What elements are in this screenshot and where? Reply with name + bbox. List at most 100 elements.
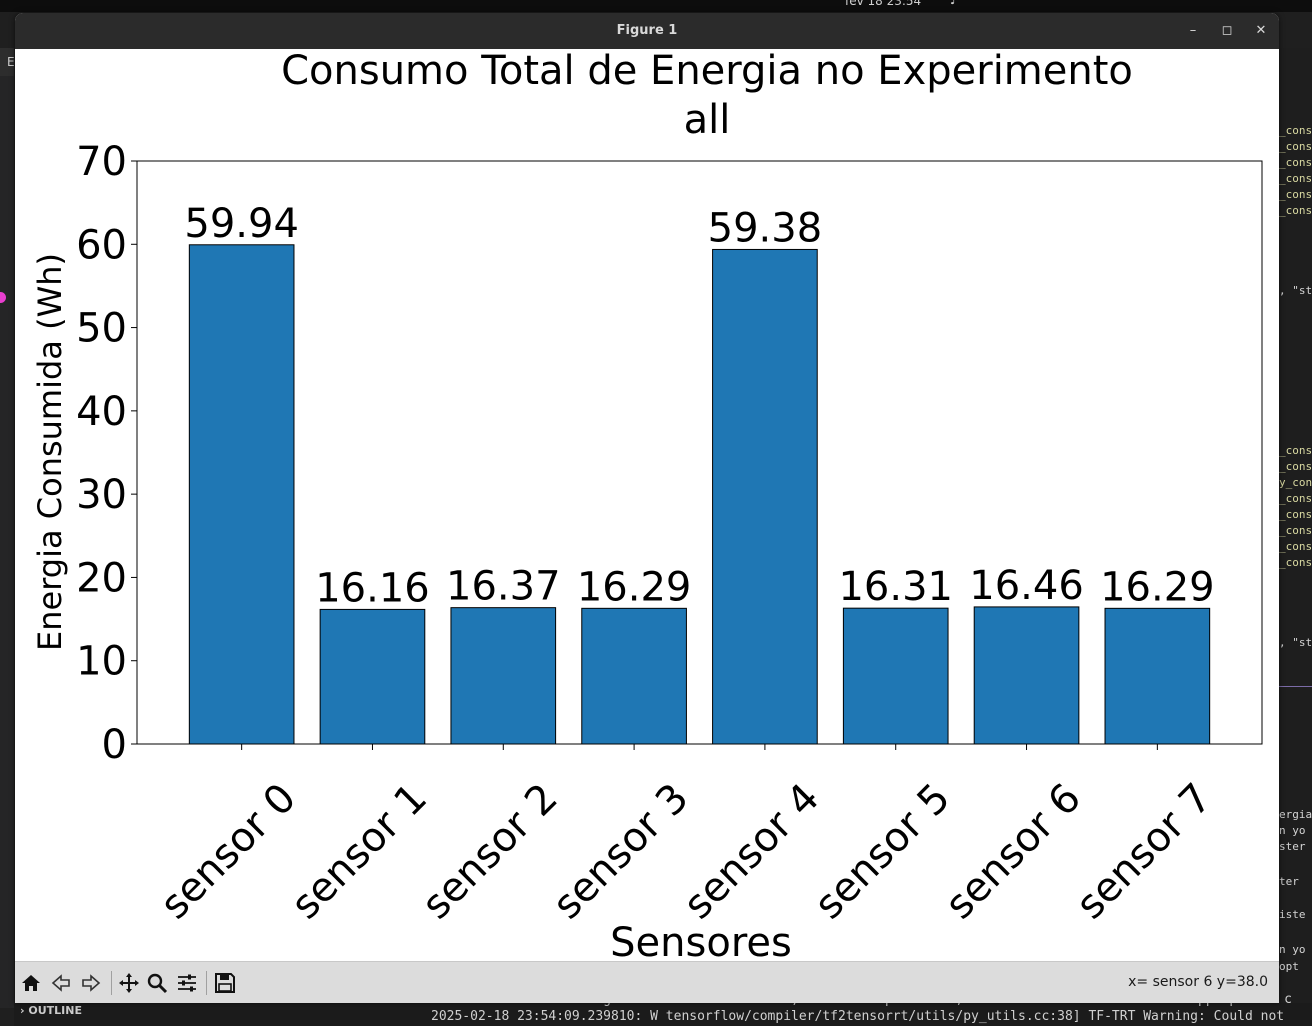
code-fragment: _cons [1279,556,1312,569]
y-tick-label: 20 [76,555,127,601]
code-fragment: y_con [1279,476,1312,489]
x-tick-label: sensor 1 [283,775,436,928]
window-titlebar[interactable]: Figure 1 – ◻ ✕ [15,13,1279,49]
navigation-toolbar: x= sensor 6 y=38.0 [15,961,1279,1003]
home-icon [22,975,40,991]
code-fragment: ter [1279,875,1299,888]
x-tick-label: sensor 5 [806,775,959,928]
code-fragment: _cons [1279,204,1312,217]
configure-subplots-icon [178,974,196,992]
minimize-button[interactable]: – [1189,23,1197,38]
bar-value-label: 16.16 [315,565,430,611]
maximize-button[interactable]: ◻ [1221,23,1233,38]
x-tick-label: sensor 4 [675,775,828,928]
close-button[interactable]: ✕ [1255,23,1267,38]
editor-bottom-panel [14,1003,1312,1026]
bar-value-label: 16.29 [1100,564,1215,610]
code-fragment: iste [1279,908,1306,921]
bar-value-label: 59.38 [708,205,823,251]
code-fragment: ster [1279,840,1306,853]
y-tick-label: 70 [76,139,127,185]
code-fragment: _cons [1279,172,1312,185]
system-top-bar: fev 18 23:54 ♪ [0,0,1312,12]
bar-value-label: 16.29 [577,564,692,610]
editor-code-area[interactable] [1279,48,1312,1008]
y-axis-label: Energia Consumida (Wh) [31,253,69,651]
editor-activity-strip [0,48,14,1008]
bar-chart: Consumo Total de Energia no Experimentoa… [31,48,1263,966]
forward-button[interactable] [79,971,103,995]
bar-value-label: 59.94 [184,201,299,247]
code-fragment: _cons [1279,444,1312,457]
zoom-icon [147,973,168,994]
zoom-button[interactable] [145,971,169,995]
back-button[interactable] [49,971,73,995]
toolbar-separator [206,971,207,995]
code-fragment: _cons [1279,156,1312,169]
y-tick-label: 30 [76,472,127,518]
bar [842,607,949,745]
window-title: Figure 1 [616,23,678,38]
bar-value-label: 16.37 [446,564,561,610]
pan-icon [119,973,139,993]
code-fragment: _consu [1279,508,1312,521]
outline-section-header[interactable]: › OUTLINE [20,1004,82,1017]
terminal-line: 2025-02-18 23:54:09.239810: W tensorflow… [431,1009,1285,1024]
code-fragment: , "st [1279,284,1312,297]
x-axis-label: Sensores [610,920,792,961]
code-fragment: _consu [1279,460,1312,473]
figure-window: Figure 1 – ◻ ✕ Consumo Total de Energia … [15,13,1279,1003]
notification-bell-icon[interactable]: ♪ [950,0,958,7]
x-tick-label: sensor 6 [937,775,1090,928]
code-fragment: _cons [1279,492,1312,505]
code-fragment: ergia [1279,808,1312,821]
cursor-coordinates: x= sensor 6 y=38.0 [1128,974,1268,990]
code-fragment: , "st [1279,636,1312,649]
editor-tab-letter[interactable]: E [7,55,15,69]
home-button[interactable] [19,971,43,995]
system-clock[interactable]: fev 18 23:54 [845,0,922,8]
save-button[interactable] [213,971,237,995]
chart-title: all [684,97,731,143]
axes-frame [136,160,1263,745]
configure-subplots-button[interactable] [175,971,199,995]
y-tick-label: 60 [76,222,127,268]
chart-title: Consumo Total de Energia no Experimento [281,49,1133,94]
figure-canvas[interactable]: Consumo Total de Energia no Experimento a… [15,48,1279,966]
y-tick-label: 50 [76,306,127,352]
code-fragment: opt [1279,960,1299,973]
y-tick-label: 0 [102,722,127,768]
y-tick-label: 10 [76,639,127,685]
pan-button[interactable] [117,971,141,995]
save-icon [215,973,235,993]
toolbar-separator [111,971,112,995]
forward-icon [82,974,101,992]
bar [581,607,687,745]
bar-value-label: 16.46 [969,563,1084,609]
code-fragment: _cons [1279,188,1312,201]
editor-tab-strip [0,48,14,76]
y-tick-label: 40 [76,389,127,435]
code-fragment: _consu [1279,140,1312,153]
bar [1104,607,1211,745]
chevron-right-icon: › [20,1004,25,1017]
bar [188,244,295,745]
bar [319,608,426,745]
x-tick-label: sensor 3 [544,775,697,928]
bar [712,248,818,745]
x-tick-label: sensor 0 [152,775,305,928]
panel-divider [1279,686,1312,687]
back-icon [51,974,70,992]
bar-value-label: 16.31 [838,564,953,610]
outline-label: OUTLINE [28,1004,82,1017]
bar [973,606,1080,745]
code-fragment: n yo [1279,943,1306,956]
x-tick-label: sensor 2 [413,775,566,928]
breakpoint-dot-icon [0,292,6,303]
code-fragment: n yo [1279,824,1306,837]
code-fragment: _cons [1279,524,1312,537]
bar [450,607,557,745]
code-fragment: _cons [1279,540,1312,553]
x-tick-label: sensor 7 [1068,775,1221,928]
